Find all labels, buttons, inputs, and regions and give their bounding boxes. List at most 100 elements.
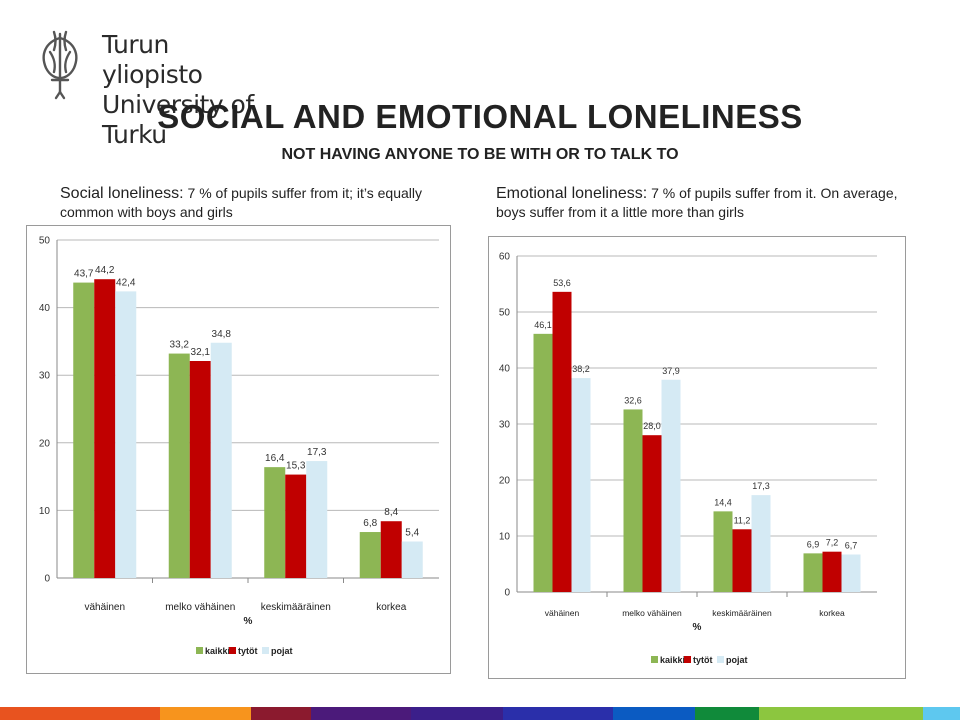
- y-tick-label: 0: [504, 588, 510, 599]
- bar-tytöt: [642, 435, 662, 592]
- footer-color-bar: [0, 707, 960, 720]
- data-label: 6,8: [363, 518, 377, 529]
- data-label: 44,2: [95, 265, 115, 276]
- bar-tytöt: [822, 551, 842, 592]
- data-label: 33,2: [170, 340, 190, 351]
- emotional-loneliness-chart-svg: 0 10 20 30 40 50 60 46,1 53,6 38,2 vähäinen 32,6 28,…: [499, 252, 877, 665]
- y-tick-label: 30: [499, 420, 511, 431]
- legend-label-pojat: pojat: [726, 655, 748, 665]
- data-label: 6,7: [845, 540, 858, 550]
- emotional-loneliness-caption: Emotional loneliness: 7 % of pupils suff…: [496, 184, 906, 221]
- social-loneliness-caption: Social loneliness: 7 % of pupils suffer …: [60, 184, 460, 221]
- footer-color-segment: [411, 707, 503, 720]
- y-tick-label: 20: [39, 438, 51, 449]
- emotional-loneliness-chart: 0 10 20 30 40 50 60 46,1 53,6 38,2 vähäinen 32,6 28,…: [488, 236, 906, 679]
- legend-label-tytöt: tytöt: [238, 646, 258, 656]
- social-loneliness-chart-svg: 0 10 20 30 40 50 43,7 44,242,4 vähäinen 33,232,13…: [39, 236, 439, 656]
- legend-swatch-tytöt: [684, 656, 691, 663]
- data-label: 7,2: [826, 538, 839, 548]
- y-tick-label: 40: [39, 303, 51, 314]
- y-tick-label: 50: [39, 236, 51, 247]
- data-label: 38,2: [572, 364, 590, 374]
- bar-kaikki: [623, 409, 643, 592]
- bar-kaikki: [264, 467, 286, 578]
- footer-color-segment: [160, 707, 252, 720]
- data-label: 32,1: [191, 347, 211, 358]
- data-label: 8,4: [384, 507, 398, 518]
- bar-kaikki: [359, 532, 381, 578]
- data-label: 43,7: [74, 269, 94, 280]
- page-subtitle: NOT HAVING ANYONE TO BE WITH OR TO TALK …: [281, 146, 679, 163]
- legend-swatch-kaikki: [651, 656, 658, 663]
- data-label: 16,4: [265, 453, 285, 464]
- category-label: melko vähäinen: [165, 602, 235, 613]
- y-tick-label: 10: [39, 506, 51, 517]
- bar-kaikki: [533, 333, 553, 592]
- category-label: vähäinen: [545, 608, 580, 618]
- bar-tytöt: [732, 529, 752, 592]
- category-label: keskimääräinen: [712, 608, 772, 618]
- footer-color-segment: [310, 707, 412, 720]
- university-name-finnish: Turun yliopisto: [102, 30, 203, 89]
- legend: kaikki tytöt pojat: [651, 655, 748, 665]
- data-label: 5,4: [405, 527, 419, 538]
- y-tick-label: 60: [499, 252, 511, 263]
- data-label: 37,9: [662, 366, 680, 376]
- category-label: melko vähäinen: [622, 608, 682, 618]
- y-tick-label: 0: [44, 574, 50, 585]
- data-label: 17,3: [752, 481, 770, 491]
- page-title: SOCIAL AND EMOTIONAL LONELINESS: [157, 98, 803, 135]
- bar-pojat: [401, 541, 423, 578]
- social-loneliness-lead: Social loneliness:: [60, 185, 184, 202]
- x-axis-label: %: [244, 616, 253, 627]
- y-tick-label: 30: [39, 371, 51, 382]
- data-label: 28,0: [643, 421, 661, 431]
- legend-label-tytöt: tytöt: [693, 655, 713, 665]
- y-tick-label: 20: [499, 476, 511, 487]
- data-label: 32,6: [624, 395, 642, 405]
- university-torch-icon: [42, 30, 78, 100]
- data-label: 34,8: [212, 329, 232, 340]
- footer-color-segment: [251, 707, 311, 720]
- data-label: 6,9: [807, 539, 820, 549]
- legend: kaikki tytöt pojat: [196, 646, 293, 656]
- data-label: 11,2: [734, 515, 751, 525]
- data-label: 53,6: [553, 278, 571, 288]
- category-label: keskimääräinen: [261, 602, 331, 613]
- bar-pojat: [306, 461, 328, 578]
- legend-swatch-kaikki: [196, 647, 203, 654]
- legend-swatch-pojat: [262, 647, 269, 654]
- bar-kaikki: [168, 353, 190, 578]
- emotional-loneliness-lead: Emotional loneliness:: [496, 185, 648, 202]
- bar-pojat: [210, 342, 232, 578]
- legend-swatch-pojat: [717, 656, 724, 663]
- data-label: 17,3: [307, 447, 327, 458]
- bar-pojat: [841, 554, 861, 592]
- social-loneliness-text: 7 % of pupils suffer from it; it’s equal…: [60, 185, 422, 220]
- footer-color-segment: [758, 707, 924, 720]
- footer-color-segment: [612, 707, 695, 720]
- university-name-english: University of Turku: [102, 90, 254, 149]
- university-logo: Turun yliopisto University of Turku: [36, 28, 276, 149]
- category-label: korkea: [819, 608, 845, 618]
- bar-kaikki: [803, 553, 823, 592]
- emotional-loneliness-text: 7 % of pupils suffer from it. On average…: [496, 185, 898, 220]
- x-axis-label: %: [693, 622, 702, 633]
- data-label: 15,3: [286, 461, 306, 472]
- bar-tytöt: [552, 291, 572, 592]
- legend-label-pojat: pojat: [271, 646, 293, 656]
- bar-pojat: [571, 378, 591, 592]
- bar-kaikki: [73, 282, 95, 578]
- footer-color-segment: [502, 707, 613, 720]
- bar-pojat: [115, 291, 137, 578]
- footer-color-segment: [694, 707, 759, 720]
- legend-swatch-tytöt: [229, 647, 236, 654]
- data-label: 46,1: [534, 320, 552, 330]
- bar-pojat: [661, 379, 681, 592]
- bar-tytöt: [94, 279, 116, 578]
- legend-label-kaikki: kaikki: [660, 655, 685, 665]
- bar-pojat: [751, 495, 771, 592]
- category-label: korkea: [376, 602, 406, 613]
- y-tick-label: 40: [499, 364, 511, 375]
- y-tick-label: 50: [499, 308, 511, 319]
